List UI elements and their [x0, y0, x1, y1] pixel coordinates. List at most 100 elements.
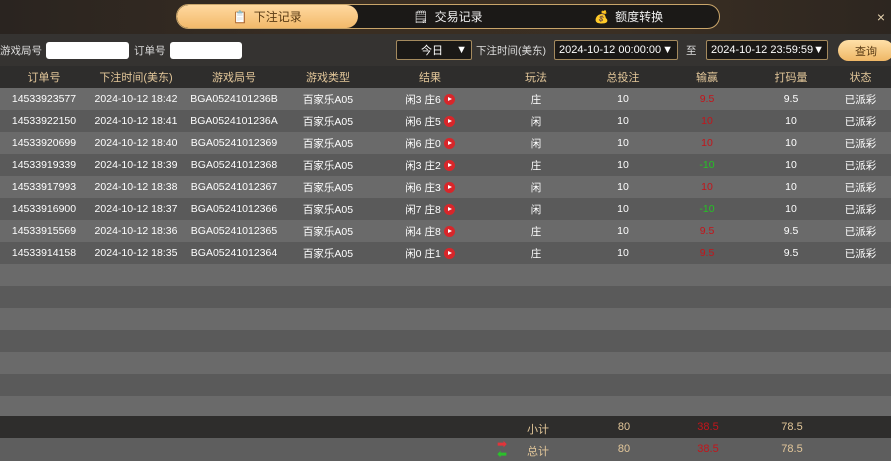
start-time-select[interactable]: 2024-10-12 00:00:00 ▼: [554, 40, 678, 60]
table-cell: [184, 396, 284, 418]
column-header: 打码量: [752, 66, 830, 88]
cell-text: 14533916900: [11, 203, 77, 215]
table-cell: 已派彩: [830, 110, 891, 132]
table-cell: 闲3 庄2: [372, 154, 488, 176]
play-video-icon[interactable]: [443, 160, 455, 172]
table-cell: [88, 330, 184, 352]
table-cell: 10: [584, 198, 662, 220]
table-cell: 已派彩: [830, 242, 891, 264]
refresh-icon[interactable]: ➡ ⬅: [496, 437, 508, 461]
table-cell: 已派彩: [830, 154, 891, 176]
end-time-select[interactable]: 2024-10-12 23:59:59 ▼: [706, 40, 828, 60]
cell-text: 闲7 庄8: [405, 203, 441, 216]
cell-text: 10: [701, 137, 713, 149]
cell-text: BGA05241012364: [190, 247, 278, 259]
play-video-icon[interactable]: [443, 94, 455, 106]
cell-text: 10: [617, 159, 629, 171]
tab-credit-transfer[interactable]: 💰 额度转换: [594, 9, 664, 25]
chevron-down-icon: ▼: [456, 44, 467, 56]
table-cell: 闲4 庄8: [372, 220, 488, 242]
table-cell: 14533914158: [0, 242, 88, 264]
empty-row: [0, 286, 891, 308]
table-cell: BGA05241012368: [184, 154, 284, 176]
table-cell: [88, 352, 184, 374]
table-cell: 2024-10-12 18:38: [88, 176, 184, 198]
table-cell: [0, 330, 88, 352]
table-cell: [88, 396, 184, 418]
table-cell: [284, 308, 372, 330]
cell-text: -10: [699, 159, 715, 171]
table-cell: 闲3 庄6: [372, 88, 488, 110]
table-cell: 庄: [488, 154, 584, 176]
close-icon[interactable]: ×: [876, 9, 885, 25]
cell-text: 闲4 庄8: [405, 225, 441, 238]
game-no-input[interactable]: [46, 42, 129, 59]
cell-text: 10: [785, 203, 797, 215]
play-video-icon[interactable]: [443, 226, 455, 238]
table-cell: 10: [584, 110, 662, 132]
subtotal-bet: 80: [617, 421, 631, 433]
table-cell: [830, 330, 891, 352]
table-cell: [488, 308, 584, 330]
play-video-icon[interactable]: [443, 138, 455, 150]
cell-text: 14533922150: [11, 115, 77, 127]
table-cell: BGA05241012366: [184, 198, 284, 220]
cell-text: 9.5: [783, 225, 799, 237]
table-cell: [830, 374, 891, 396]
cell-text: 14533920699: [11, 137, 77, 149]
tab-transaction-records[interactable]: 🗒 交易记录: [413, 9, 483, 25]
table-row: 14533920699 2024-10-12 18:40 BGA0524101236…: [0, 132, 891, 154]
cell-text: 闲: [530, 137, 542, 150]
period-select[interactable]: 今日 ▼: [396, 40, 472, 60]
cell-text: 9.5: [783, 247, 799, 259]
query-button[interactable]: 查询: [838, 40, 891, 61]
table-cell: 9.5: [662, 88, 752, 110]
table-cell: [88, 286, 184, 308]
play-video-icon[interactable]: [443, 116, 455, 128]
cell-text: 百家乐A05: [302, 181, 354, 194]
table-cell: [372, 352, 488, 374]
cell-text: 闲0 庄1: [405, 247, 441, 260]
filter-bar: 游戏局号 订单号 今日 ▼ 下注时间(美东) 2024-10-12 00:00:0…: [0, 34, 891, 66]
play-video-icon[interactable]: [443, 248, 455, 260]
table-cell: 10: [662, 110, 752, 132]
table-cell: [88, 264, 184, 286]
table-cell: BGA05241012367: [184, 176, 284, 198]
table-cell: 庄: [488, 220, 584, 242]
cell-text: 10: [701, 181, 713, 193]
total-row: ➡ ⬅ 总计 80 38.5 78.5: [0, 438, 891, 461]
table-cell: 10: [584, 154, 662, 176]
game-no-label: 游戏局号: [0, 45, 42, 57]
table-cell: 2024-10-12 18:41: [88, 110, 184, 132]
table-cell: [752, 286, 830, 308]
table-row: 14533919339 2024-10-12 18:39 BGA0524101236…: [0, 154, 891, 176]
cell-text: BGA05241012367: [190, 181, 278, 193]
play-video-icon[interactable]: [443, 204, 455, 216]
table-cell: 9.5: [752, 88, 830, 110]
table-cell: [752, 396, 830, 418]
cell-text: 2024-10-12 18:38: [94, 181, 178, 193]
order-no-input[interactable]: [170, 42, 242, 59]
cell-text: 闲3 庄6: [405, 93, 441, 106]
table-cell: 闲7 庄8: [372, 198, 488, 220]
table-cell: [372, 396, 488, 418]
table-cell: [184, 264, 284, 286]
coins-icon: 💰: [594, 9, 610, 24]
cell-text: 10: [785, 115, 797, 127]
table-cell: 9.5: [662, 242, 752, 264]
table-cell: BGA05241012369: [184, 132, 284, 154]
table-cell: [830, 308, 891, 330]
table-cell: 百家乐A05: [284, 176, 372, 198]
table-cell: 10: [584, 220, 662, 242]
table-cell: [0, 352, 88, 374]
table-cell: 10: [752, 176, 830, 198]
table-row: 14533917993 2024-10-12 18:38 BGA0524101236…: [0, 176, 891, 198]
column-header: 状态: [830, 66, 891, 88]
table-cell: 10: [662, 176, 752, 198]
cell-text: BGA05241012366: [190, 203, 278, 215]
table-cell: [488, 286, 584, 308]
play-video-icon[interactable]: [443, 182, 455, 194]
tab-bet-records[interactable]: 📋 下注记录: [177, 5, 358, 28]
column-header: 订单号: [0, 66, 88, 88]
table-cell: [752, 264, 830, 286]
